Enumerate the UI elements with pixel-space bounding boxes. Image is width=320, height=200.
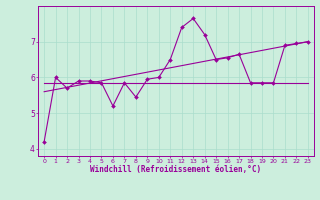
X-axis label: Windchill (Refroidissement éolien,°C): Windchill (Refroidissement éolien,°C): [91, 165, 261, 174]
